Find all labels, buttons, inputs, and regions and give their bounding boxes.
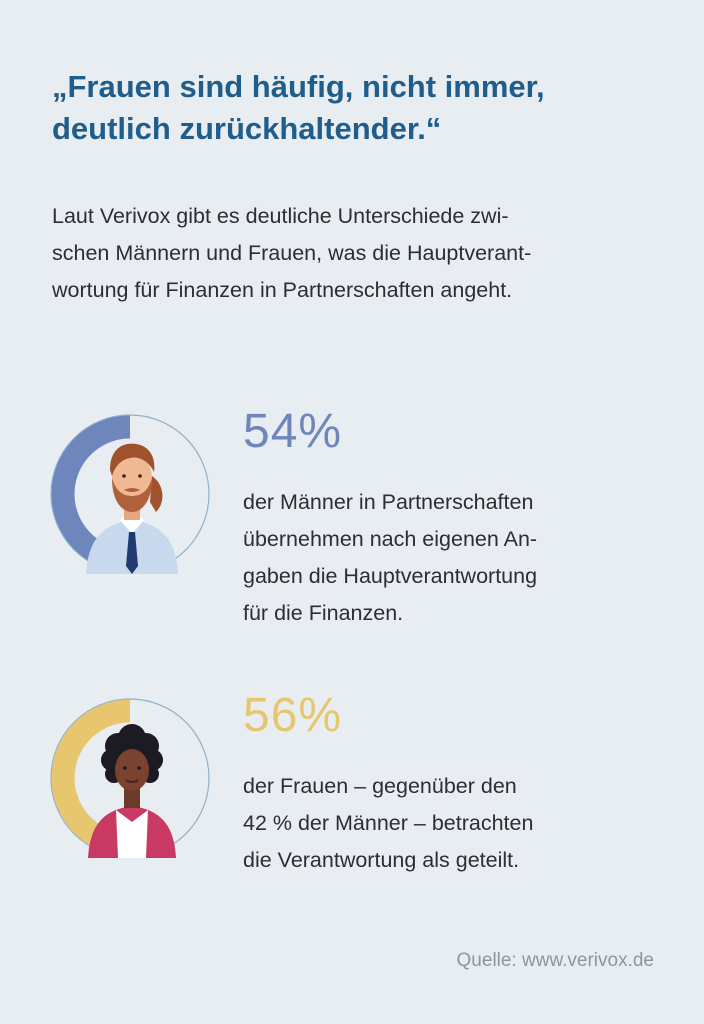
stat-women-line-2: 42 % der Männer – betrachten	[243, 811, 534, 835]
intro-paragraph: Laut Verivox gibt es deutliche Unterschi…	[52, 198, 672, 309]
intro-line-3: wortung für Finanzen in Partnerschaften …	[52, 278, 513, 302]
stat-men-description: der Männer in Partnerschaften übernehmen…	[243, 484, 537, 632]
intro-line-1: Laut Verivox gibt es deutliche Unterschi…	[52, 204, 509, 228]
headline-line-2: deutlich zurückhaltender.“	[52, 111, 442, 146]
headline-line-1: „Frauen sind häufig, nicht immer,	[52, 69, 545, 104]
stat-men-percent: 54%	[243, 405, 343, 458]
stat-men-line-4: für die Finanzen.	[243, 601, 404, 625]
donut-chart-men	[50, 414, 210, 574]
donut-chart-women	[50, 698, 210, 858]
source-note: Quelle: www.verivox.de	[456, 950, 654, 971]
stat-women-line-1: der Frauen – gegenüber den	[243, 774, 517, 798]
stat-men-line-1: der Männer in Partnerschaften	[243, 490, 534, 514]
woman-avatar-icon	[88, 724, 176, 858]
stat-men-line-2: übernehmen nach eigenen An-	[243, 527, 538, 551]
stat-women-percent: 56%	[243, 689, 343, 742]
stat-women-description: der Frauen – gegenüber den 42 % der Männ…	[243, 768, 533, 879]
stat-men-line-3: gaben die Hauptverantwortung	[243, 564, 538, 588]
intro-line-2: schen Männern und Frauen, was die Hauptv…	[52, 241, 532, 265]
stat-women-line-3: die Verantwortung als geteilt.	[243, 848, 520, 872]
man-avatar-icon	[86, 443, 178, 574]
headline: „Frauen sind häufig, nicht immer, deutli…	[52, 66, 672, 150]
